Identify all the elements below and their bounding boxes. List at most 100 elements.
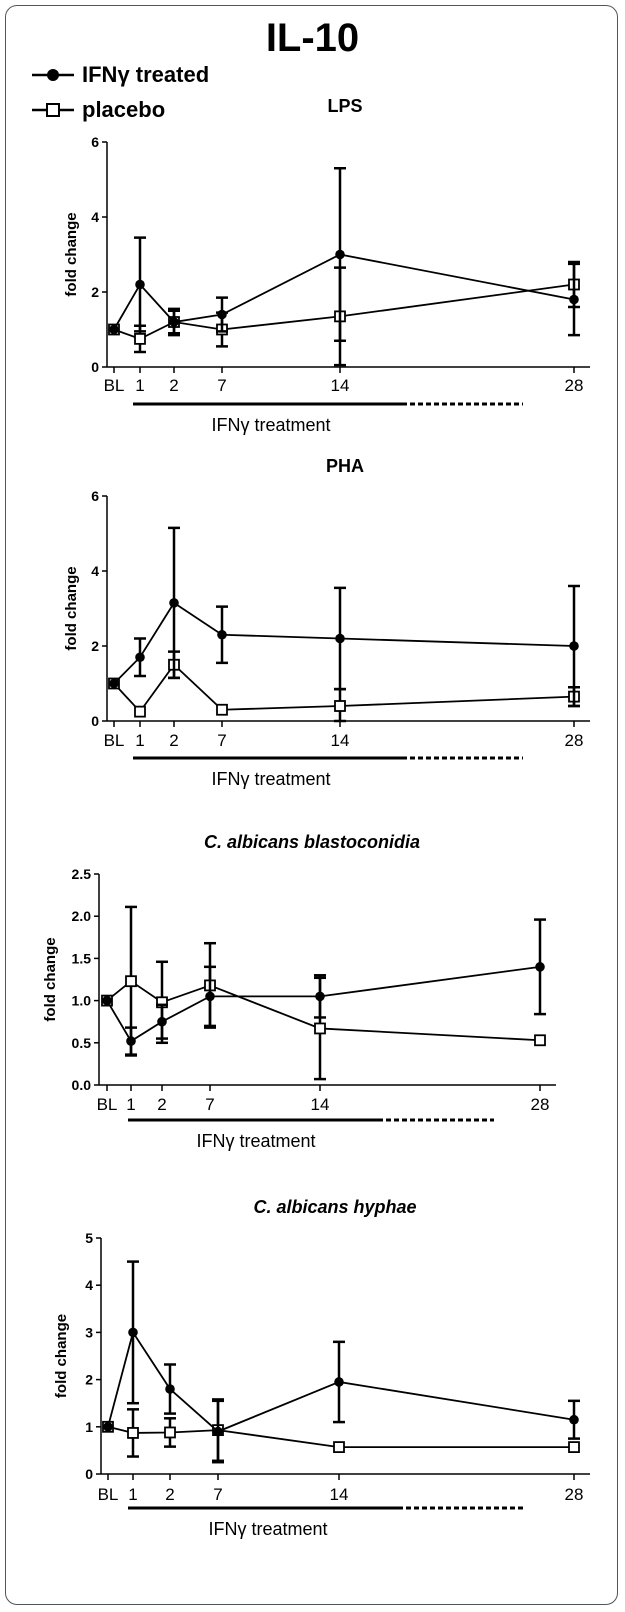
- data-point-ifn-treated: [169, 317, 179, 327]
- treatment-label: IFNγ treatment: [208, 1519, 327, 1539]
- data-point-placebo: [125, 975, 137, 988]
- x-tick-label: 7: [205, 1095, 214, 1114]
- data-point-ifn-treated: [335, 633, 345, 644]
- y-tick-label: 5: [85, 1230, 93, 1246]
- y-tick-label: 0: [91, 713, 99, 729]
- series-line-ifn-treated: [113, 601, 575, 685]
- x-tick-label: 28: [565, 1485, 584, 1504]
- y-axis-label: fold change: [42, 937, 59, 1021]
- series-line-ifn-treated: [113, 253, 575, 330]
- data-point-placebo: [164, 1426, 176, 1439]
- x-tick-label: 1: [126, 1095, 135, 1114]
- data-point-placebo: [534, 1034, 546, 1047]
- x-tick-label: 2: [157, 1095, 166, 1114]
- x-tick-label: 28: [531, 1095, 550, 1114]
- series-line-ifn-treated: [106, 965, 541, 1043]
- data-point-ifn-treated: [135, 652, 145, 663]
- data-point-ifn-treated: [102, 995, 112, 1006]
- y-tick-label: 2: [91, 638, 99, 654]
- data-point-placebo: [314, 1022, 326, 1035]
- data-point-ifn-treated: [109, 678, 119, 689]
- chart-panel-1: LPS 0 2 4 6 fold change BL 1 2 7 14 28 IFNγ treatmen…: [63, 96, 590, 435]
- x-tick-label: 7: [213, 1485, 222, 1504]
- y-tick-label: 0.0: [72, 1077, 92, 1093]
- y-tick-label: 6: [91, 488, 99, 504]
- x-tick-label: 14: [311, 1095, 330, 1114]
- x-tick-label: BL: [104, 731, 125, 750]
- y-axis-label: fold change: [53, 1314, 70, 1398]
- y-tick-label: 1.0: [72, 993, 92, 1009]
- treatment-label: IFNγ treatment: [196, 1131, 315, 1151]
- x-tick-label: 2: [169, 731, 178, 750]
- x-tick-label: 28: [565, 731, 584, 750]
- treatment-label: IFNγ treatment: [211, 769, 330, 789]
- data-point-ifn-treated: [128, 1327, 138, 1338]
- open-square-icon: [32, 103, 74, 117]
- chart-panel-2: PHA 0 2 4 6 fold change BL 1 2 7 14 28 IFNγ treatmen…: [63, 456, 590, 789]
- x-tick-label: 14: [330, 1485, 349, 1504]
- x-tick-label: 2: [165, 1485, 174, 1504]
- data-point-placebo: [568, 1441, 580, 1453]
- series-line-ifn-treated: [107, 1330, 575, 1433]
- legend-item-ifn-treated: IFNγ treated: [30, 60, 209, 90]
- data-point-ifn-treated: [335, 249, 345, 260]
- chart-panel-3: C. albicans blastoconidia 0.0 0.5 1.0 1.5 2.0…: [42, 832, 556, 1151]
- data-point-ifn-treated: [109, 324, 119, 335]
- data-point-ifn-treated: [569, 641, 579, 651]
- data-point-placebo: [127, 1427, 139, 1439]
- x-tick-label: BL: [104, 376, 125, 395]
- y-tick-label: 2.0: [72, 908, 92, 924]
- data-point-placebo: [134, 705, 146, 718]
- data-point-ifn-treated: [315, 991, 325, 1002]
- y-tick-label: 2: [85, 1372, 93, 1388]
- y-tick-label: 4: [91, 209, 99, 225]
- y-tick-label: 4: [85, 1277, 93, 1293]
- y-tick-label: 3: [85, 1324, 93, 1340]
- y-axis-label: fold change: [63, 566, 80, 650]
- data-point-ifn-treated: [135, 279, 145, 290]
- y-tick-label: 4: [91, 563, 99, 579]
- y-tick-label: 2: [91, 284, 99, 300]
- figure-title: IL-10: [265, 16, 360, 60]
- x-tick-label: 14: [331, 376, 350, 395]
- data-point-ifn-treated: [569, 294, 579, 305]
- chart-panel-4: C. albicans hyphae 0 1 2 3 4 5 fold change BL 1 2 7…: [53, 1197, 590, 1539]
- y-tick-label: 6: [91, 134, 99, 150]
- data-point-ifn-treated: [217, 629, 227, 640]
- x-tick-label: 1: [135, 731, 144, 750]
- y-tick-label: 1.5: [72, 950, 92, 966]
- x-tick-label: 1: [128, 1485, 137, 1504]
- data-point-ifn-treated: [157, 1016, 167, 1027]
- x-tick-label: 28: [565, 376, 584, 395]
- y-tick-label: 1: [85, 1419, 93, 1435]
- panel-title: C. albicans blastoconidia: [204, 832, 420, 852]
- treatment-label: IFNγ treatment: [211, 415, 330, 435]
- data-point-ifn-treated: [165, 1384, 175, 1394]
- y-tick-label: 0.5: [72, 1035, 92, 1051]
- legend-label-ifn-treated: IFNγ treated: [82, 62, 210, 87]
- y-tick-label: 2.5: [72, 866, 92, 882]
- data-point-ifn-treated: [334, 1377, 344, 1387]
- panel-title: LPS: [327, 96, 362, 116]
- figure-frame: [5, 5, 618, 1605]
- data-point-placebo: [216, 703, 228, 716]
- x-tick-label: 7: [217, 731, 226, 750]
- data-point-ifn-treated: [535, 962, 545, 972]
- legend-item-placebo: placebo: [30, 95, 165, 125]
- y-tick-label: 0: [91, 359, 99, 375]
- panel-title: PHA: [326, 456, 364, 476]
- data-point-ifn-treated: [217, 309, 227, 320]
- x-tick-label: 7: [217, 376, 226, 395]
- filled-circle-icon: [32, 69, 74, 81]
- y-axis-label: fold change: [63, 212, 80, 296]
- x-tick-label: 14: [331, 731, 350, 750]
- x-tick-label: 2: [169, 376, 178, 395]
- data-point-placebo: [134, 332, 146, 345]
- data-point-placebo: [334, 700, 346, 712]
- data-point-ifn-treated: [169, 598, 179, 608]
- data-point-ifn-treated: [103, 1422, 113, 1432]
- data-point-ifn-treated: [569, 1414, 579, 1425]
- x-tick-label: BL: [97, 1095, 118, 1114]
- data-point-ifn-treated: [126, 1036, 136, 1046]
